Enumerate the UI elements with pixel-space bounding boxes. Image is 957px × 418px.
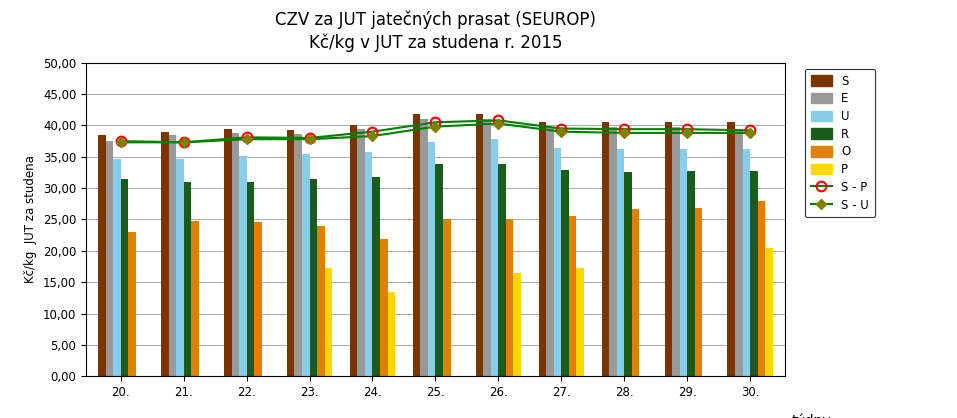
Bar [365,152,372,376]
Bar [632,209,639,376]
Bar [161,132,168,376]
Bar [743,149,750,376]
Bar [491,139,499,376]
S - U [618,130,630,135]
Bar [105,141,113,376]
Bar [727,122,735,376]
Y-axis label: Kč/kg  JUT za studena: Kč/kg JUT za studena [25,155,37,283]
Bar [287,130,295,376]
S - U [430,124,441,129]
Bar [758,201,766,376]
Bar [317,226,324,376]
Bar [695,207,702,376]
Bar [388,292,395,376]
Bar [350,125,357,376]
Bar [616,149,624,376]
Bar [624,172,632,376]
Bar [324,268,332,376]
Bar [428,142,435,376]
S - U [178,140,189,145]
Text: Kč/kg v JUT za studena r. 2015: Kč/kg v JUT za studena r. 2015 [309,33,562,52]
Bar [750,171,758,376]
S - P [745,128,756,133]
Bar [546,127,554,376]
S - P [618,127,630,132]
Bar [232,133,239,376]
S - U [681,130,693,135]
Bar [184,182,191,376]
S - P [115,139,126,144]
Bar [435,163,443,376]
Bar [476,114,483,376]
Bar [443,219,451,376]
Bar [247,182,255,376]
Bar [602,122,610,376]
Bar [499,163,506,376]
S - U [493,121,504,126]
Text: CZV za JUT jatečných prasat (SEUROP): CZV za JUT jatečných prasat (SEUROP) [275,10,596,29]
Bar [176,159,184,376]
Bar [309,179,317,376]
S - P [556,126,568,131]
Bar [539,122,546,376]
Bar [554,148,562,376]
S - U [241,137,253,142]
Bar [672,127,679,376]
Bar [568,217,576,376]
Line: S - P: S - P [116,115,755,147]
S - P [493,118,504,123]
Bar [113,158,121,376]
Bar [121,179,128,376]
Text: týdny: týdny [791,414,832,418]
Bar [168,135,176,376]
Bar [380,239,388,376]
Bar [420,119,428,376]
Bar [295,134,302,376]
S - P [430,120,441,125]
S - U [556,129,568,134]
Bar [664,122,672,376]
Bar [766,247,773,376]
Bar [687,171,695,376]
Legend: S, E, U, R, O, P, S - P, S - U: S, E, U, R, O, P, S - P, S - U [805,69,875,217]
Bar [239,156,247,376]
Bar [302,154,309,376]
Bar [255,222,261,376]
Bar [562,170,568,376]
S - U [367,134,378,139]
S - U [745,130,756,135]
Line: S - U: S - U [118,120,753,146]
S - P [178,140,189,145]
Bar [412,114,420,376]
Bar [610,127,616,376]
Bar [372,177,380,376]
S - P [241,135,253,140]
Bar [357,129,365,376]
S - P [367,129,378,134]
Bar [483,119,491,376]
S - U [115,140,126,145]
Bar [506,219,514,376]
Bar [98,135,105,376]
Bar [576,268,584,376]
Bar [224,129,232,376]
Bar [128,232,136,376]
S - U [303,137,315,142]
S - P [681,127,693,132]
Bar [679,149,687,376]
Bar [191,221,199,376]
Bar [735,129,743,376]
Bar [514,273,521,376]
S - P [303,135,315,140]
